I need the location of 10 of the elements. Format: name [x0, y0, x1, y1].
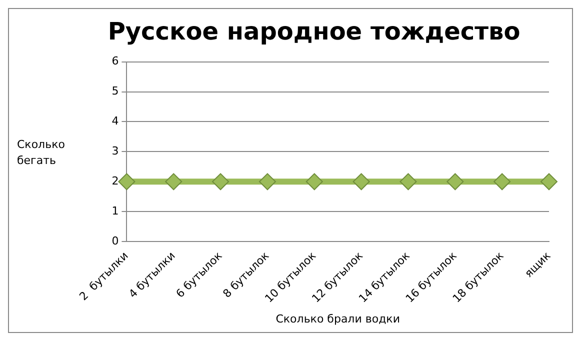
chart-title: Русское народное тождество	[108, 18, 520, 46]
y-tick-label: 0	[112, 234, 119, 248]
y-tick-label: 5	[112, 84, 119, 98]
y-tick-label: 3	[112, 144, 119, 158]
y-tick-label: 4	[112, 114, 119, 128]
x-axis-title: Сколько брали водки	[276, 312, 400, 326]
y-tick-label: 6	[112, 54, 119, 68]
y-axis-title: Сколько бегать	[17, 137, 66, 169]
y-tick-label: 2	[112, 174, 119, 188]
y-tick-label: 1	[112, 204, 119, 218]
